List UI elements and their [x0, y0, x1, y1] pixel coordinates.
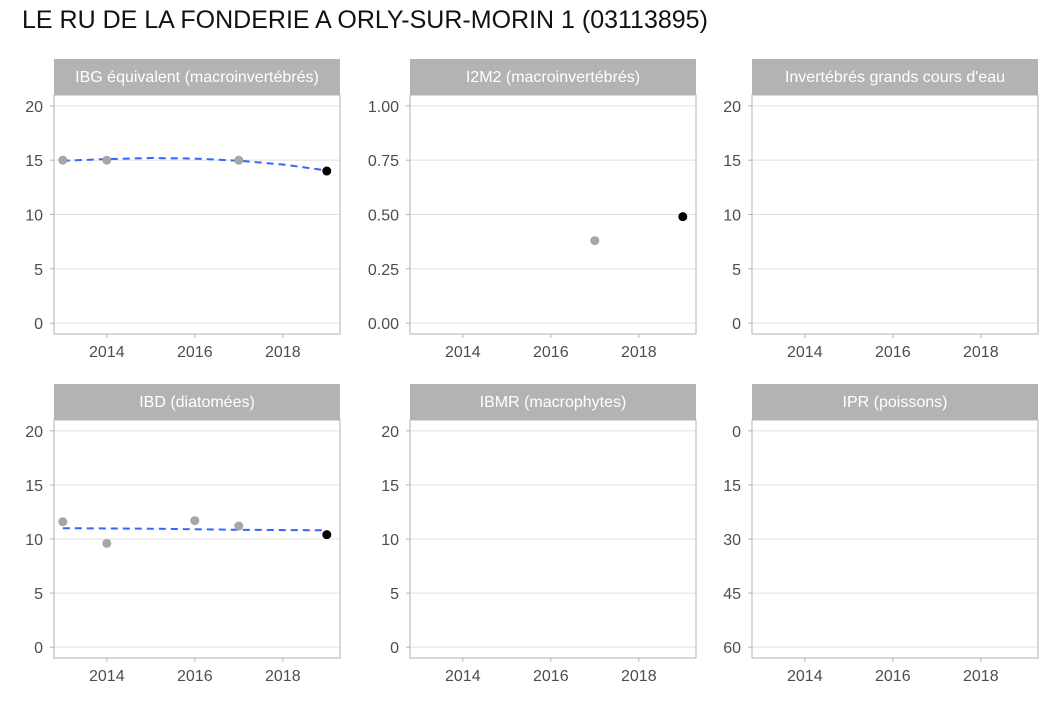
facet-panel-2: I2M2 (macroinvertébrés) 0.00 0.25 0.50 0.75 1…: [368, 59, 697, 361]
y-tick-label: 5: [732, 262, 741, 279]
y-tick-label: 0: [34, 316, 43, 333]
data-point: [58, 155, 68, 165]
facet-strip: [752, 59, 1038, 95]
data-point: [102, 155, 112, 165]
facet-strip-title: IBG équivalent (macroinvertébrés): [75, 69, 319, 86]
y-tick-label: 20: [25, 99, 43, 116]
x-tick-label: 2014: [445, 344, 481, 361]
data-point: [234, 155, 244, 165]
facet-panel-1: IBG équivalent (macroinvertébrés) 0 5 10 15 2…: [25, 59, 341, 361]
y-tick-label: 10: [381, 532, 399, 549]
data-point: [58, 517, 68, 527]
x-tick-label: 2016: [533, 344, 569, 361]
y-tick-label: 45: [723, 586, 741, 603]
y-tick-label: 5: [390, 586, 399, 603]
data-point-latest: [678, 212, 688, 222]
x-tick-label: 2016: [177, 344, 213, 361]
data-point: [190, 516, 200, 526]
x-tick-label: 2018: [265, 668, 301, 685]
facet-strip: [54, 59, 340, 95]
y-tick-label: 60: [723, 640, 741, 657]
y-tick-label: 15: [723, 153, 741, 170]
x-tick-label: 2014: [89, 344, 125, 361]
facet-strip: [54, 384, 340, 420]
data-point: [102, 538, 112, 548]
facet-strip-title: IPR (poissons): [843, 394, 948, 411]
data-point: [590, 236, 600, 246]
panel-border: [53, 94, 341, 335]
x-tick-label: 2016: [875, 668, 911, 685]
data-point-latest: [322, 166, 332, 176]
x-tick-label: 2018: [265, 344, 301, 361]
panel-border: [751, 419, 1039, 659]
y-tick-label: 0.00: [368, 316, 399, 333]
y-tick-label: 15: [723, 478, 741, 495]
y-tick-label: 5: [34, 586, 43, 603]
y-tick-label: 0.75: [368, 153, 399, 170]
facet-strip-title: I2M2 (macroinvertébrés): [466, 69, 640, 86]
panel-border: [751, 94, 1039, 335]
y-tick-label: 0: [732, 424, 741, 441]
facet-strip-title: IBD (diatomées): [139, 394, 255, 411]
y-tick-label: 1.00: [368, 99, 399, 116]
facet-strip: [752, 384, 1038, 420]
x-tick-label: 2014: [787, 668, 823, 685]
y-tick-label: 20: [723, 99, 741, 116]
x-tick-label: 2016: [875, 344, 911, 361]
x-tick-label: 2014: [787, 344, 823, 361]
data-point: [234, 521, 244, 531]
x-tick-label: 2014: [445, 668, 481, 685]
trend-line: [62, 156, 327, 172]
x-tick-label: 2018: [963, 344, 999, 361]
facet-panel-5: IBMR (macrophytes) 0 5 10 15 20 2014 2016 2018: [381, 384, 697, 685]
y-tick-label: 0: [732, 316, 741, 333]
facet-panel-4: IBD (diatomées) 0 5 10 15 20 2014 2016 2018: [25, 384, 341, 685]
facet-panel-6: IPR (poissons) 0 15 30 45 60 2014 2016 2018: [723, 384, 1039, 685]
panel-border: [53, 419, 341, 659]
facet-strip-title: IBMR (macrophytes): [480, 394, 627, 411]
facet-strip: [410, 384, 696, 420]
y-tick-label: 15: [25, 153, 43, 170]
panel-border: [409, 94, 697, 335]
y-tick-label: 15: [381, 478, 399, 495]
y-tick-label: 10: [25, 208, 43, 225]
x-tick-label: 2018: [621, 344, 657, 361]
y-tick-label: 15: [25, 478, 43, 495]
facet-strip-title: Invertébrés grands cours d'eau: [785, 69, 1005, 86]
data-point-latest: [322, 530, 332, 540]
page-title: LE RU DE LA FONDERIE A ORLY-SUR-MORIN 1 …: [22, 6, 708, 34]
y-tick-label: 0: [390, 640, 399, 657]
facet-panel-3: Invertébrés grands cours d'eau 0 5 10 15 20 20…: [723, 59, 1039, 361]
x-tick-label: 2014: [89, 668, 125, 685]
y-tick-label: 20: [25, 424, 43, 441]
x-tick-label: 2018: [963, 668, 999, 685]
x-tick-label: 2018: [621, 668, 657, 685]
y-tick-label: 10: [723, 208, 741, 225]
y-tick-label: 20: [381, 424, 399, 441]
y-tick-label: 30: [723, 532, 741, 549]
y-tick-label: 0.50: [368, 208, 399, 225]
y-tick-label: 0.25: [368, 262, 399, 279]
panel-border: [409, 419, 697, 659]
x-tick-label: 2016: [177, 668, 213, 685]
y-tick-label: 5: [34, 262, 43, 279]
y-tick-label: 0: [34, 640, 43, 657]
x-tick-label: 2016: [533, 668, 569, 685]
y-tick-label: 10: [25, 532, 43, 549]
trend-line: [62, 527, 327, 532]
facet-strip: [410, 59, 696, 95]
